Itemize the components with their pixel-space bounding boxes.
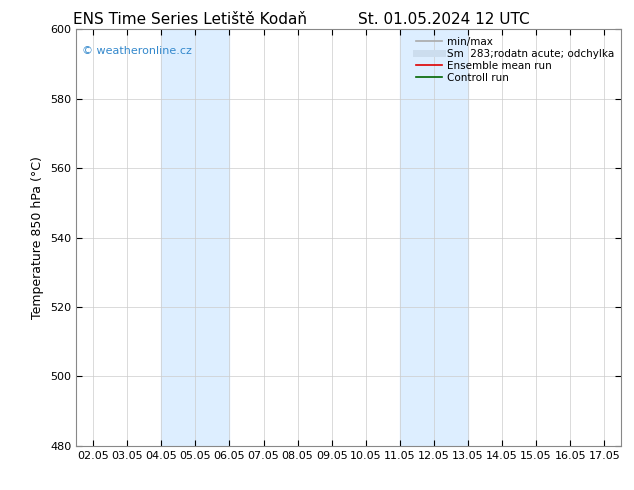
Legend: min/max, Sm  283;rodatn acute; odchylka, Ensemble mean run, Controll run: min/max, Sm 283;rodatn acute; odchylka, …	[413, 35, 616, 85]
Text: St. 01.05.2024 12 UTC: St. 01.05.2024 12 UTC	[358, 12, 529, 27]
Text: © weatheronline.cz: © weatheronline.cz	[82, 46, 191, 56]
Bar	[400, 29, 468, 446]
Text: ENS Time Series Letiště Kodaň: ENS Time Series Letiště Kodaň	[73, 12, 307, 27]
Bar	[161, 29, 230, 446]
Y-axis label: Temperature 850 hPa (°C): Temperature 850 hPa (°C)	[32, 156, 44, 319]
